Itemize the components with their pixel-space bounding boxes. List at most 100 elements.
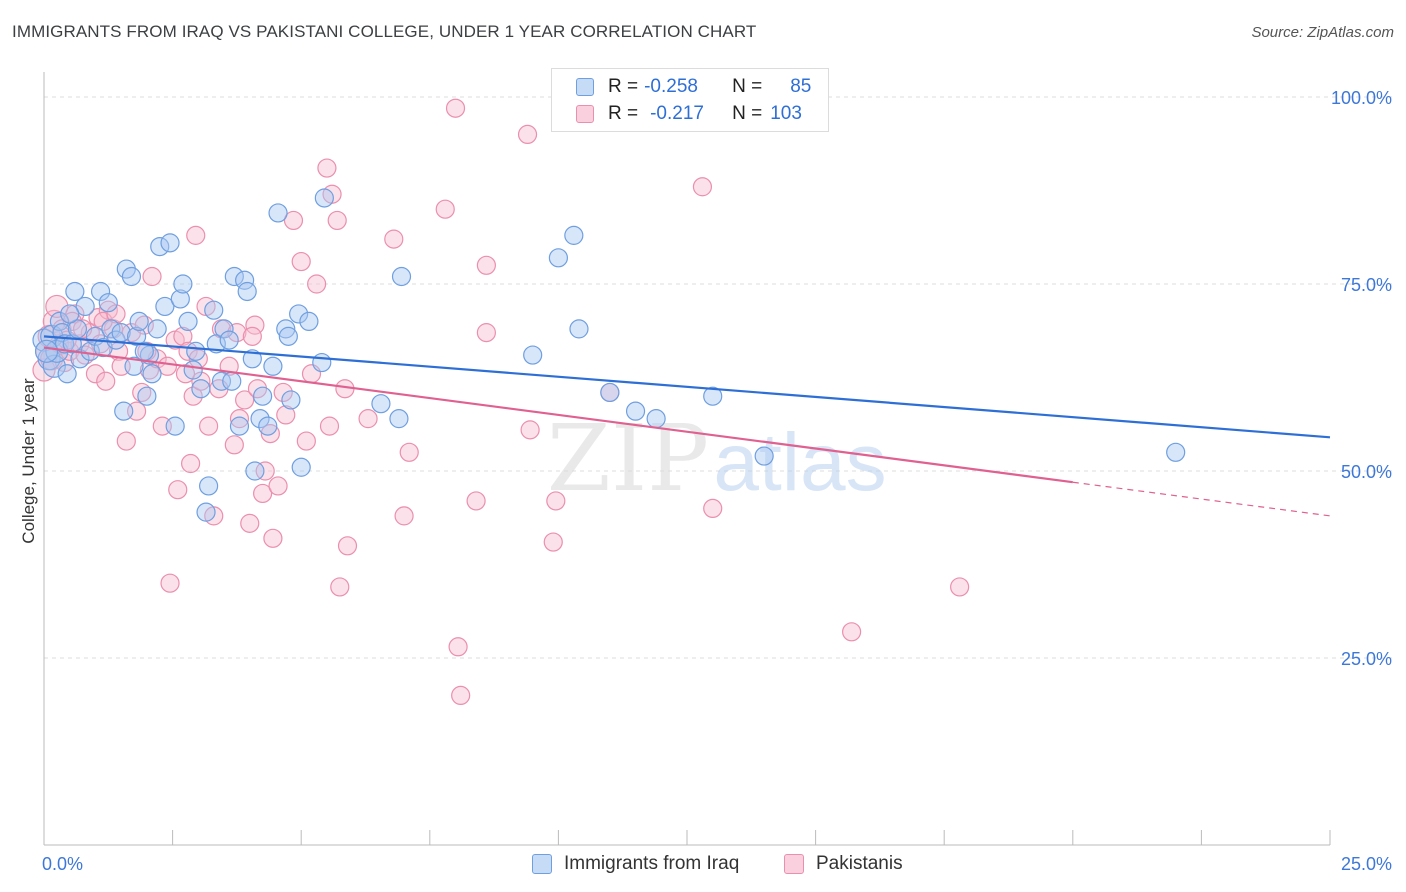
x-tick-label: 0.0% xyxy=(42,854,83,874)
pakistani-point xyxy=(191,371,211,391)
pakistani-point xyxy=(45,294,69,319)
iraq-point xyxy=(49,311,70,331)
iraq-point xyxy=(625,401,646,421)
pakistani-point xyxy=(445,98,466,118)
iraq-point xyxy=(703,386,723,406)
iraq-point xyxy=(268,203,288,223)
iraq-point xyxy=(170,289,190,309)
pakistani-point xyxy=(96,371,116,391)
stats-legend: R = -0.258 N = 85 R = -0.217 N = 103 xyxy=(551,68,829,132)
legend-item-pakistanis[interactable]: Pakistanis xyxy=(784,851,903,877)
iraq-point xyxy=(235,270,255,290)
y-tick-label: 75.0% xyxy=(1341,275,1392,295)
pakistani-point xyxy=(263,528,283,548)
watermark-atlas: atlas xyxy=(713,417,886,508)
pakistani-point xyxy=(168,480,188,500)
pakistani-point xyxy=(543,532,563,552)
pakistani-trend-extension xyxy=(1072,481,1331,517)
pakistani-point xyxy=(291,251,311,272)
iraq-point xyxy=(258,416,278,436)
pakistani-point xyxy=(160,573,180,593)
iraq-point xyxy=(229,416,250,436)
pakistani-trend-line xyxy=(43,346,1073,484)
grid-layer xyxy=(44,96,1392,659)
iraq-point xyxy=(523,345,543,365)
iraq-point xyxy=(199,476,219,496)
legend-label-pakistanis: Pakistanis xyxy=(816,853,903,874)
y-tick-label: 25.0% xyxy=(1341,649,1392,669)
y-tick-label: 100.0% xyxy=(1331,88,1392,108)
iraq-point xyxy=(391,266,412,287)
n-label: N = xyxy=(732,76,763,97)
pakistani-point xyxy=(842,622,862,642)
iraq-point xyxy=(183,360,203,380)
pakistanis-swatch-icon xyxy=(576,105,594,123)
tick-labels: 25.0% 50.0% 75.0% 100.0% 0.0% 25.0% xyxy=(42,88,1392,874)
pakistani-point xyxy=(85,364,106,384)
iraq-point xyxy=(245,461,265,481)
pakistani-point xyxy=(307,274,327,294)
iraq-point xyxy=(291,457,311,477)
iraq-point xyxy=(299,311,319,331)
pakistani-point xyxy=(240,513,260,533)
pakistani-point xyxy=(296,431,316,451)
iraq-point xyxy=(242,349,262,369)
trend-lines xyxy=(43,335,1331,517)
iraq-point xyxy=(129,311,149,331)
iraq-point xyxy=(263,356,283,376)
pakistani-point xyxy=(384,229,404,249)
pakistani-point xyxy=(268,476,288,496)
r-label: R = xyxy=(608,76,639,97)
pakistani-point xyxy=(260,424,280,444)
iraq-point xyxy=(137,386,157,406)
pakistani-point xyxy=(399,442,419,462)
pakistani-point xyxy=(476,255,496,275)
pakistani-point xyxy=(142,266,162,287)
iraq-point xyxy=(90,281,111,302)
r-label: R = xyxy=(608,103,639,124)
iraq-point xyxy=(204,300,224,320)
pakistani-point xyxy=(546,491,566,511)
iraq-point xyxy=(165,416,185,436)
iraq-point xyxy=(101,319,121,339)
pakistani-point xyxy=(276,405,296,425)
iraq-point xyxy=(42,354,66,378)
iraq-trend-line xyxy=(43,335,1331,439)
iraq-point xyxy=(142,364,162,384)
iraq-point xyxy=(155,296,175,317)
iraq-point xyxy=(186,341,206,361)
iraq-point xyxy=(224,266,244,287)
pakistani-point xyxy=(242,326,262,346)
iraq-point xyxy=(312,352,332,373)
pakistani-point xyxy=(65,304,85,324)
iraq-point xyxy=(754,446,774,466)
iraq-point xyxy=(564,225,584,245)
iraq-point xyxy=(124,356,144,376)
pakistanis-points xyxy=(32,87,970,706)
iraq-point xyxy=(219,330,239,350)
pakistani-point xyxy=(173,326,193,346)
iraq-point xyxy=(98,293,118,313)
iraq-r-value: -0.258 xyxy=(644,76,698,97)
iraq-point xyxy=(121,266,142,287)
iraq-point xyxy=(250,409,270,429)
iraq-point xyxy=(289,304,309,324)
pakistani-point xyxy=(317,158,337,178)
iraq-point xyxy=(253,386,273,406)
iraq-point xyxy=(206,334,226,354)
y-tick-label: 50.0% xyxy=(1341,462,1392,482)
iraq-point xyxy=(237,281,257,302)
legend-label-iraq: Immigrants from Iraq xyxy=(564,853,740,874)
iraq-point xyxy=(150,237,170,257)
iraq-n-value: 85 xyxy=(790,76,812,97)
pakistani-point xyxy=(229,409,250,429)
iraq-point xyxy=(281,390,301,410)
iraq-point xyxy=(371,394,391,414)
legend-item-iraq[interactable]: Immigrants from Iraq xyxy=(532,851,739,877)
iraq-point xyxy=(214,319,234,339)
pakistani-point xyxy=(319,416,340,436)
pakistanis-n-value: 103 xyxy=(770,103,802,124)
pakistani-point xyxy=(186,225,206,245)
iraq-point xyxy=(67,319,88,339)
pakistani-point xyxy=(520,420,540,440)
